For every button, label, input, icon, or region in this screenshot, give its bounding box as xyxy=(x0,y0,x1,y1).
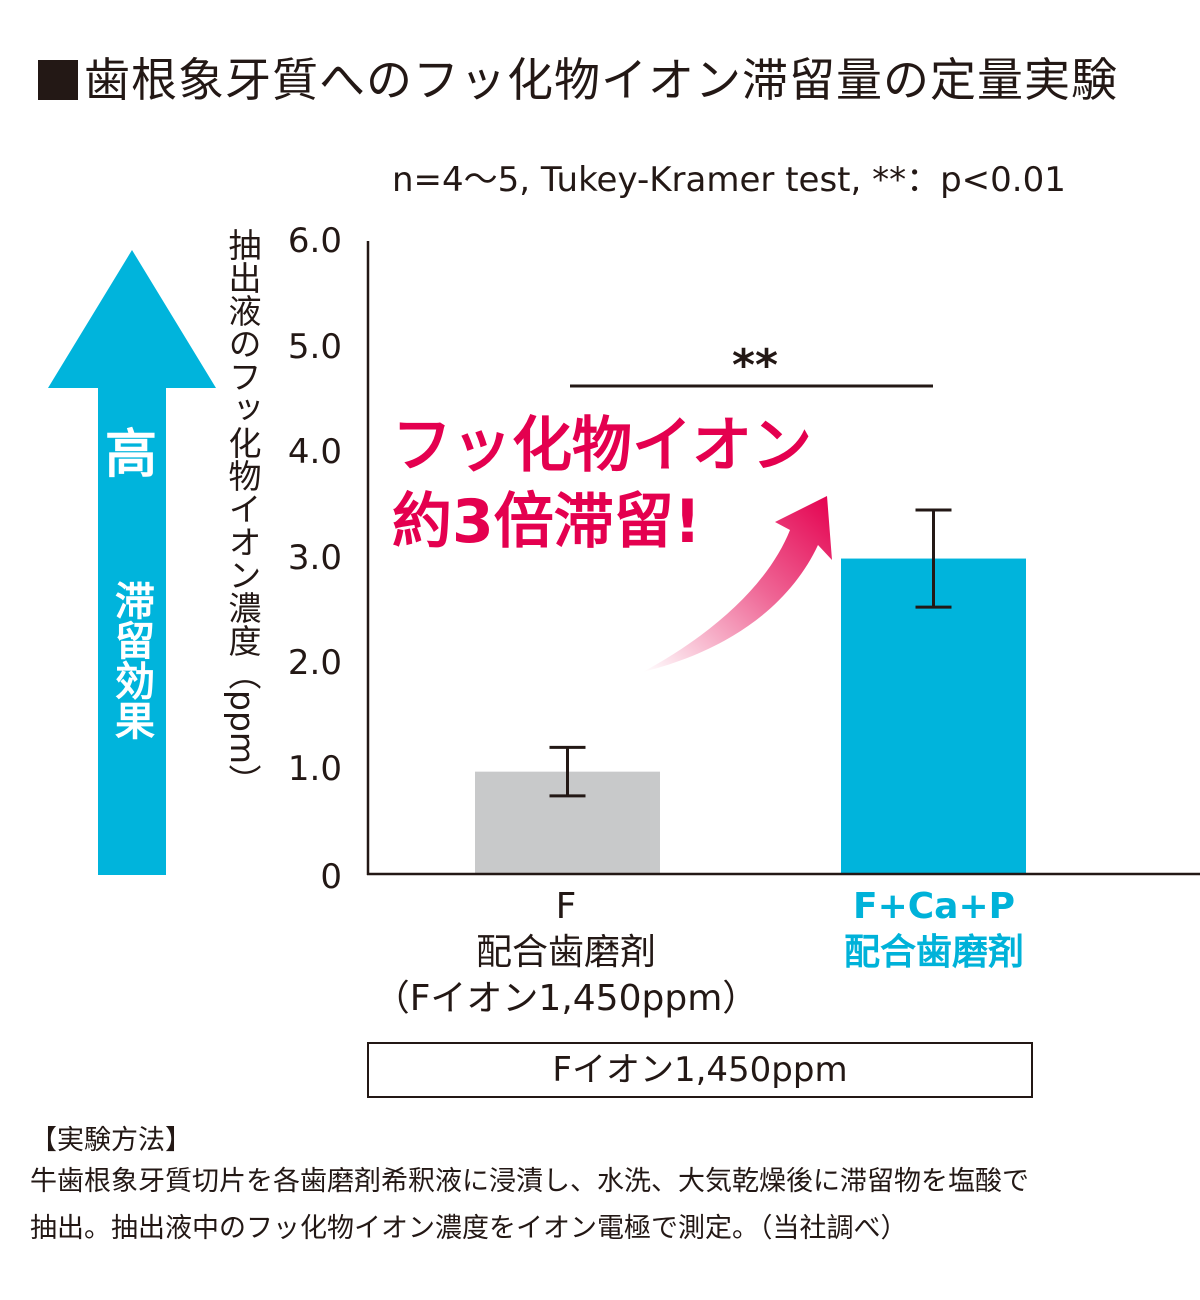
significance-label: ** xyxy=(731,340,779,391)
callout-text: フッ化物イオン 約3倍滞留! xyxy=(392,408,812,560)
category-label-fcap: F+Ca+P 配合歯磨剤 xyxy=(843,886,1024,973)
fluoride-concentration-note: Fイオン1,450ppm xyxy=(367,1042,1033,1098)
method-heading: 【実験方法】 xyxy=(30,1125,192,1156)
arrow-high-label: 高 xyxy=(104,425,157,485)
category-label-f: F 配合歯磨剤 （Fイオン1,450ppm） xyxy=(373,886,759,1019)
stats-note: n=4〜5, Tukey-Kramer test, **：p<0.01 xyxy=(392,160,1066,200)
y-tick: 0 xyxy=(320,857,342,897)
square-bullet-icon xyxy=(38,60,78,100)
y-axis-label: 抽出液のフッ化物イオン濃度（ppm） xyxy=(223,228,262,798)
bar-series xyxy=(475,508,1026,874)
y-tick: 2.0 xyxy=(287,643,342,683)
y-tick: 4.0 xyxy=(287,432,342,472)
up-arrow-icon xyxy=(48,250,216,875)
y-tick: 3.0 xyxy=(287,538,342,578)
arrow-effect-label: 滞留効果 xyxy=(108,580,154,740)
method-description: 牛歯根象牙質切片を各歯磨剤希釈液に浸漬し、水洗、大気乾燥後に滞留物を塩酸で 抽出… xyxy=(30,1166,1029,1244)
callout-line-1: フッ化物イオン xyxy=(392,411,812,481)
chart-title: 歯根象牙質へのフッ化物イオン滞留量の定量実験 xyxy=(38,44,1118,110)
y-tick: 6.0 xyxy=(287,221,342,261)
y-tick: 5.0 xyxy=(287,327,342,367)
curved-arrow-icon xyxy=(643,496,832,672)
callout-line-2: 約3倍滞留! xyxy=(392,487,702,557)
y-tick: 1.0 xyxy=(287,749,342,789)
bar xyxy=(841,558,1026,874)
